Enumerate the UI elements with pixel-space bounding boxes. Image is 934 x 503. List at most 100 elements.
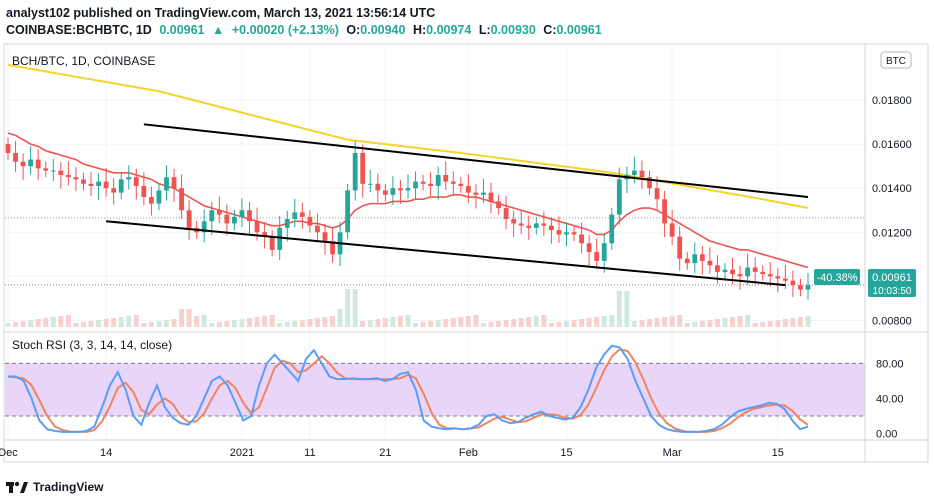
candle-body: [103, 181, 109, 189]
volume-bar: [745, 315, 751, 327]
volume-bar: [699, 321, 705, 327]
candle-body: [435, 174, 441, 186]
volume-bar: [35, 319, 41, 327]
volume-bar: [413, 323, 419, 327]
volume-bar: [790, 318, 796, 327]
chart-frame: [3, 43, 929, 463]
volume-bar: [714, 319, 720, 327]
time-tick-label: 21: [379, 447, 391, 459]
currency-badge[interactable]: BTC: [880, 51, 912, 69]
volume-bar: [443, 319, 449, 327]
candle-body: [254, 221, 260, 233]
candle-body: [533, 223, 539, 228]
volume-bar: [126, 316, 132, 327]
currency-badge-label: BTC: [886, 56, 906, 67]
candle-body: [458, 183, 464, 186]
volume-bar: [345, 289, 351, 327]
volume-bar: [684, 323, 690, 327]
candle-body: [28, 159, 34, 167]
candle-body: [465, 186, 471, 193]
volume-bar: [435, 320, 441, 327]
volume-bar: [556, 322, 562, 327]
volume-bar: [382, 318, 388, 327]
volume-bar: [367, 320, 373, 327]
candle-body: [473, 192, 479, 195]
candle-body: [745, 267, 751, 277]
candle-body: [669, 223, 675, 237]
trendline-percent-label: -40.38%: [817, 272, 858, 284]
volume-bar: [194, 316, 200, 327]
volume-bar: [465, 316, 471, 327]
volume-bar: [609, 315, 615, 327]
candle-body: [232, 216, 237, 224]
time-tick-label: 14: [100, 447, 112, 459]
volume-bar: [397, 316, 403, 327]
volume-bar: [133, 315, 139, 327]
candle-body: [156, 190, 162, 204]
candle-body: [133, 177, 139, 186]
volume-bar: [141, 323, 147, 327]
volume-bar: [496, 321, 502, 327]
candle-body: [541, 223, 547, 226]
volume-bar: [563, 321, 569, 327]
volume-bar: [548, 323, 554, 327]
volume-bar: [247, 318, 253, 327]
footer: TradingView: [6, 478, 103, 496]
volume-bar: [201, 315, 207, 327]
symbol-label[interactable]: COINBASE:BCHBTC, 1D: [6, 23, 152, 37]
candle-body: [420, 181, 426, 184]
candle-body: [518, 223, 524, 226]
candle-body: [481, 192, 486, 195]
volume-bar: [526, 317, 532, 327]
candle-body: [443, 174, 449, 182]
volume-bar: [224, 321, 230, 327]
price-tick-label: 0.01400: [872, 183, 912, 195]
candle-body: [760, 271, 766, 275]
volume-bar: [96, 320, 102, 327]
fast-moving-average-line: [7, 132, 809, 269]
time-tick-label: Mar: [663, 447, 682, 459]
volume-bar: [752, 323, 758, 327]
candle-body: [609, 214, 615, 244]
chart-area[interactable]: 0.018000.016000.014000.012000.010000.008…: [0, 40, 934, 470]
last-price-tag: 0.00961 10:03:50: [868, 269, 916, 297]
chart-header: analyst102 published on TradingView.com,…: [0, 0, 934, 40]
candle-body: [564, 232, 569, 235]
candle-body: [284, 219, 290, 228]
candle-body: [262, 232, 268, 237]
volume-bar: [209, 323, 215, 327]
open-value: 0.00940: [360, 23, 406, 37]
volume-bar: [330, 316, 336, 327]
volume-bar: [322, 317, 328, 327]
candle-body: [752, 267, 758, 272]
candle-body: [247, 210, 252, 222]
stoch-rsi-pane[interactable]: [5, 344, 865, 433]
candle-body: [413, 181, 418, 189]
high-value: 0.00974: [426, 23, 472, 37]
price-pane[interactable]: [5, 63, 865, 327]
volume-bar: [782, 319, 788, 327]
candle-body: [496, 201, 501, 209]
volume-bar: [579, 319, 585, 327]
trendline-percent-tag: -40.38%: [814, 269, 860, 285]
candle-body: [352, 152, 358, 191]
low-label: L:: [478, 23, 491, 37]
candle-body: [35, 159, 41, 169]
volume-bar: [13, 322, 19, 327]
candle-body: [375, 183, 381, 191]
candle-body: [737, 274, 743, 277]
volume-bar: [737, 316, 743, 327]
candle-body: [239, 210, 245, 217]
footer-brand: TradingView: [33, 480, 104, 494]
candle-body: [782, 278, 788, 281]
candle-body: [299, 212, 305, 217]
candle-body: [662, 199, 668, 224]
candle-body: [511, 219, 517, 224]
stoch-rsi-title: Stoch RSI (3, 3, 14, 14, close): [12, 338, 172, 352]
candle-body: [632, 170, 637, 175]
volume-bar: [805, 316, 811, 327]
volume-bar: [654, 318, 660, 327]
volume-bar: [292, 321, 298, 327]
volume-bar: [337, 309, 343, 327]
volume-bar: [571, 320, 577, 327]
